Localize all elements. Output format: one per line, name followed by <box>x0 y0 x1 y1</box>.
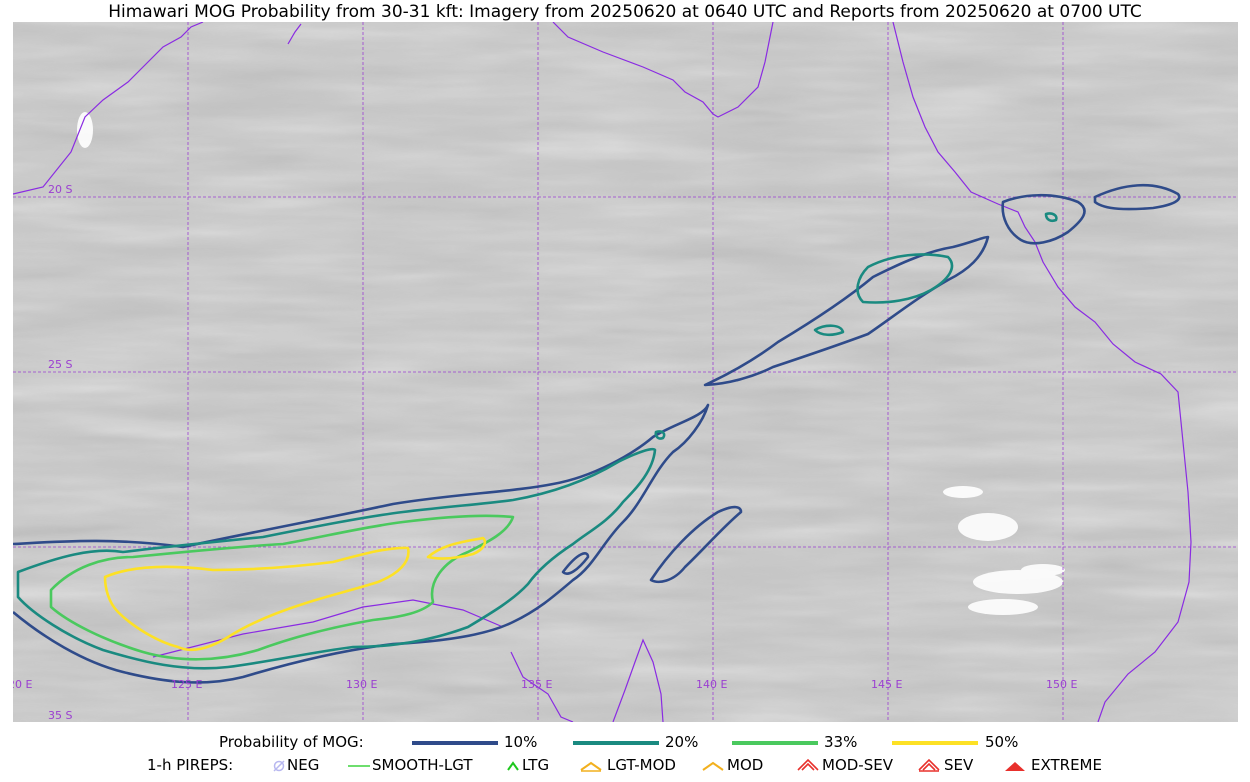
pirep-label-ltg: LTG <box>522 756 550 774</box>
pirep-legend-title: 1-h PIREPS: <box>147 756 234 774</box>
coastline-cape-york <box>892 22 1192 722</box>
satellite-map: 120 E 125 E 130 E 135 E 140 E 145 E 150 … <box>13 22 1238 722</box>
pirep-label-sev: SEV <box>944 756 974 774</box>
lat-label-20s: 20 S <box>48 183 72 196</box>
ltg-icon <box>507 761 519 771</box>
extreme-icon <box>1005 762 1025 771</box>
legend-label-50pct: 50% <box>985 733 1019 751</box>
lon-label-135: 135 E <box>521 678 552 691</box>
cloud-patch-white <box>77 112 1065 615</box>
mog-contour-50pct <box>103 536 487 652</box>
lgt-mod-icon <box>580 761 602 772</box>
legend-label-33pct: 33% <box>824 733 858 751</box>
grid-labels: 120 E 125 E 130 E 135 E 140 E 145 E 150 … <box>13 183 1077 722</box>
legend-label-20pct: 20% <box>665 733 699 751</box>
coastline-top-end <box>552 22 774 118</box>
inland-boundary <box>152 599 504 658</box>
lat-label-25s: 25 S <box>48 358 72 371</box>
lon-label-140: 140 E <box>696 678 727 691</box>
legend-label-10pct: 10% <box>504 733 538 751</box>
coastline <box>13 22 1192 722</box>
swatch-33pct <box>732 741 818 745</box>
lon-label-125: 125 E <box>171 678 202 691</box>
coastline-south <box>612 638 664 722</box>
lon-label-120: 120 E <box>13 678 32 691</box>
pirep-label-lgt-mod: LGT-MOD <box>607 756 676 774</box>
map-title: Himawari MOG Probability from 30-31 kft:… <box>108 2 1142 22</box>
pirep-legend: 1-h PIREPS: NEG SMOOTH-LGT LTG LGT-MOD M… <box>0 756 1250 778</box>
pirep-label-mod: MOD <box>727 756 764 774</box>
lon-label-150: 150 E <box>1046 678 1077 691</box>
coastline-gulf <box>510 651 574 722</box>
mog-contour-10pct <box>13 183 1181 684</box>
swatch-50pct <box>892 741 978 745</box>
sev-icon <box>918 758 940 772</box>
mod-icon <box>702 761 724 771</box>
lon-label-130: 130 E <box>346 678 377 691</box>
swatch-20pct <box>573 741 659 745</box>
mog-contour-20pct <box>16 212 1058 670</box>
probability-legend-title: Probability of MOG: <box>219 733 364 751</box>
smooth-lgt-icon <box>348 765 370 767</box>
mod-sev-icon <box>797 758 819 771</box>
pirep-label-neg: NEG <box>287 756 320 774</box>
pirep-label-mod-sev: MOD-SEV <box>822 756 893 774</box>
coastline-kimberley <box>287 23 302 45</box>
neg-icon <box>273 760 285 772</box>
pirep-label-extreme: EXTREME <box>1031 756 1102 774</box>
lat-label-35s: 35 S <box>48 709 72 722</box>
graticule <box>13 22 1238 722</box>
probability-legend: Probability of MOG: 10% 20% 33% 50% <box>0 733 1250 755</box>
mog-contour-33pct <box>49 514 515 661</box>
lon-label-145: 145 E <box>871 678 902 691</box>
swatch-10pct <box>412 741 498 745</box>
pirep-label-smooth-lgt: SMOOTH-LGT <box>372 756 473 774</box>
coastline-west-australia <box>13 22 204 195</box>
